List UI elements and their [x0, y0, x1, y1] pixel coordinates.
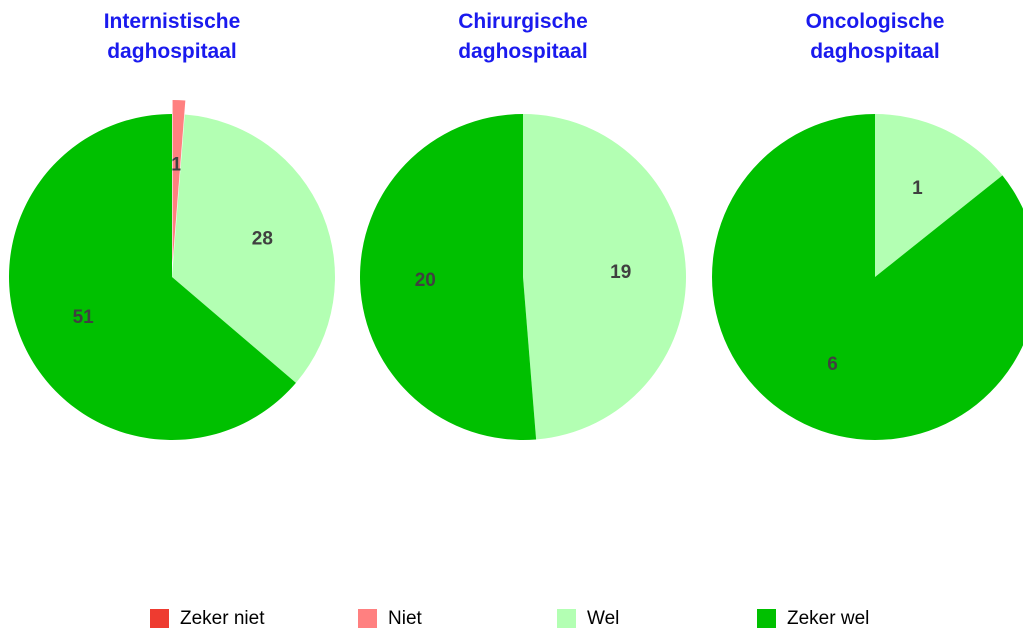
value-label: 51 — [73, 307, 95, 328]
pie-slice — [875, 114, 1003, 277]
value-label: 19 — [610, 262, 631, 283]
pie-slice — [523, 114, 686, 440]
legend-label: Wel — [587, 608, 619, 629]
legend-swatch — [757, 609, 776, 628]
pie-slice — [172, 100, 186, 264]
pie-slice — [8, 114, 296, 440]
value-label: 6 — [827, 354, 838, 375]
value-label: 20 — [415, 270, 436, 291]
legend-swatch — [358, 609, 377, 628]
legend-label: Niet — [388, 608, 423, 629]
legend-label: Zeker niet — [180, 608, 265, 629]
chart-title: Internistische daghospitaal — [104, 10, 241, 63]
pie-slice — [359, 114, 537, 440]
value-label: 1 — [912, 178, 923, 199]
legend-swatch — [150, 609, 169, 628]
value-label: 28 — [252, 229, 273, 250]
chart-title: Oncologische daghospitaal — [806, 10, 945, 63]
legend-label: Zeker wel — [787, 608, 869, 629]
pie-slice — [172, 114, 335, 383]
value-label: 1 — [171, 154, 182, 175]
pie-slice — [712, 114, 1023, 440]
legend-swatch — [557, 609, 576, 628]
chart-title: Chirurgische daghospitaal — [458, 10, 588, 63]
